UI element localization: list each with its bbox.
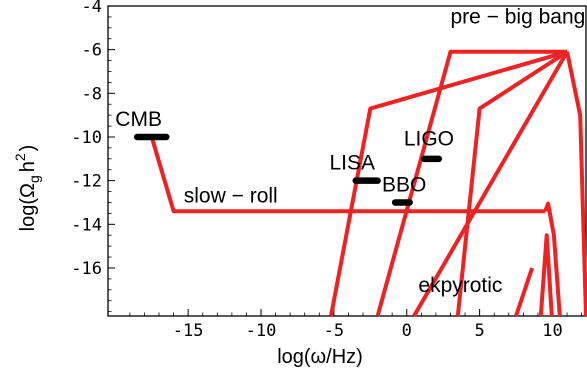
y-axis-title-rest: h [17,161,39,172]
series-line-6 [455,50,569,317]
y-tick-label: -10 [71,128,102,148]
x-tick-label: -5 [324,321,344,341]
y-axis-title: log(Ωgh2) [12,145,42,232]
series-line-4 [375,49,568,317]
series-line-1 [543,201,562,317]
series-line-8 [514,267,534,317]
sensitivity-markers [133,133,443,206]
y-tick-label: -8 [82,84,102,104]
series-line-2 [538,233,554,317]
y-tick-label: -4 [82,0,102,17]
annotation-3: LISA [330,152,376,175]
y-tick-label: -16 [71,259,102,279]
x-axis-ticks: -15 -10 -5 0 5 10 [129,309,583,341]
annotation-5: slow − roll [184,184,278,207]
y-tick-label: -12 [71,172,102,192]
plot-frame [107,5,587,317]
annotation-2: LIGO [404,128,454,151]
series-line-3 [329,49,568,317]
x-tick-label: -10 [246,321,277,341]
series-lines [149,49,587,318]
y-axis-title-sub: g [26,175,42,183]
annotations: pre − big bang CMB LIGO LISA BBO slow − roll e… [115,5,585,297]
plot-border [107,5,587,317]
annotation-1: CMB [115,108,162,131]
series-line-5 [412,50,569,318]
y-tick-label: -6 [82,41,102,61]
x-tick-label: 5 [474,321,484,341]
annotation-6: ekpyrotic [418,274,502,297]
x-tick-label: -15 [173,321,204,341]
annotation-0: pre − big bang [450,5,585,28]
y-axis-title-sup: 2 [12,153,28,161]
x-axis-title: log(ω/Hz) [277,346,363,368]
series-line-7 [565,51,587,317]
x-tick-label: 0 [402,321,412,341]
series-line-0 [149,136,546,214]
y-axis-ticks: -4 -6 -8 -10 -12 -14 -16 [71,0,115,313]
y-tick-label: -14 [71,215,102,235]
y-axis-title-main: log(Ω [17,183,39,231]
y-axis-title-close: ) [17,145,39,152]
annotation-4: BBO [382,174,426,197]
x-tick-label: 10 [542,321,562,341]
